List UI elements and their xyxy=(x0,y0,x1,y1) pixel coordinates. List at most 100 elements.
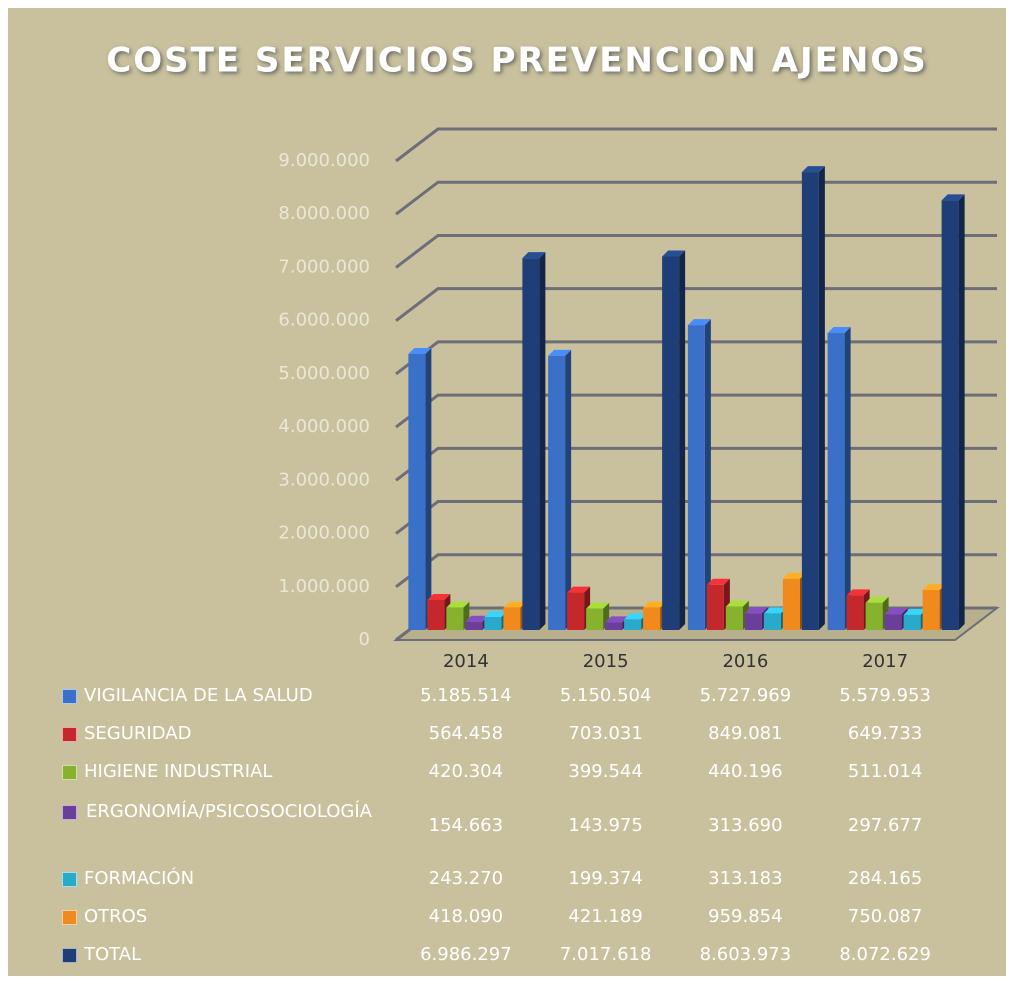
value-label: 6.986.297 xyxy=(420,944,512,965)
bar-top xyxy=(903,608,927,615)
value-label: 284.165 xyxy=(847,868,923,889)
bar-top xyxy=(586,602,610,609)
value-label: 8.603.973 xyxy=(699,944,792,965)
legend-label: HIGIENE INDUSTRIAL xyxy=(84,761,273,782)
bar xyxy=(903,614,921,630)
bar xyxy=(865,602,883,630)
bar-top xyxy=(643,601,667,608)
bar xyxy=(662,256,680,630)
bar-side xyxy=(818,166,825,630)
bar xyxy=(941,200,959,630)
bar-top xyxy=(725,600,749,607)
bar-top xyxy=(446,601,470,608)
value-label: 243.270 xyxy=(428,868,504,889)
grid-line xyxy=(395,233,997,269)
bar-top xyxy=(782,572,806,579)
bar-top xyxy=(662,250,686,257)
value-label: 849.081 xyxy=(708,723,783,744)
y-tick-label: 9.000.000 xyxy=(278,150,370,171)
value-label: 5.727.969 xyxy=(699,685,792,706)
value-label: 440.196 xyxy=(708,761,783,782)
value-label: 418.090 xyxy=(428,906,504,927)
bar-side xyxy=(565,349,572,630)
y-tick-label: 4.000.000 xyxy=(278,416,370,437)
value-label: 750.087 xyxy=(847,906,923,927)
bar xyxy=(427,599,445,630)
x-tick-label: 2015 xyxy=(583,651,629,672)
legend-label: TOTAL xyxy=(84,944,142,965)
y-tick-label: 0 xyxy=(359,629,370,650)
bar xyxy=(548,355,566,630)
value-label: 154.663 xyxy=(428,815,504,836)
grid-line xyxy=(395,287,997,322)
bar-top xyxy=(522,252,546,259)
bar xyxy=(484,617,502,630)
value-label: 420.304 xyxy=(428,761,504,782)
bar xyxy=(446,607,464,630)
bar-top xyxy=(484,611,508,618)
value-label: 199.374 xyxy=(568,868,643,889)
y-tick-label: 8.000.000 xyxy=(278,203,370,224)
bar-side xyxy=(425,348,432,630)
value-label: 8.072.629 xyxy=(839,944,931,965)
value-label: 5.185.514 xyxy=(420,685,512,706)
value-label: 7.017.618 xyxy=(559,944,652,965)
bar xyxy=(725,606,743,630)
y-tick-label: 2.000.000 xyxy=(278,523,370,544)
legend-marker xyxy=(62,872,77,887)
x-tick-label: 2014 xyxy=(443,651,489,672)
value-label: 297.677 xyxy=(847,815,923,836)
bar-side xyxy=(679,250,686,630)
value-label: 421.189 xyxy=(568,906,643,927)
bar-top xyxy=(427,593,451,600)
legend-marker xyxy=(62,805,77,820)
x-tick-label: 2017 xyxy=(862,651,908,672)
bar xyxy=(801,172,819,630)
bar xyxy=(782,578,800,630)
bar xyxy=(884,614,902,630)
bar xyxy=(503,607,521,630)
grid-line xyxy=(395,180,997,216)
y-tick-label: 5.000.000 xyxy=(278,363,370,384)
bar-top xyxy=(846,589,870,596)
bar xyxy=(408,354,426,630)
value-label: 399.544 xyxy=(568,761,643,782)
legend-marker xyxy=(62,910,77,925)
bar xyxy=(624,619,642,630)
bar-top xyxy=(827,327,851,334)
bar xyxy=(643,607,661,630)
bar-side xyxy=(844,327,851,630)
bar-top xyxy=(744,607,768,614)
legend-label: SEGURIDAD xyxy=(84,723,192,744)
value-label: 703.031 xyxy=(568,723,643,744)
bar-top xyxy=(503,601,527,608)
bar xyxy=(846,595,864,630)
bar-top xyxy=(605,616,629,623)
bar-top xyxy=(687,319,711,326)
bar-side xyxy=(958,194,965,630)
value-label: 143.975 xyxy=(568,815,643,836)
bar xyxy=(465,621,483,630)
legend-label: OTROS xyxy=(84,906,148,927)
legend-marker xyxy=(62,765,77,780)
y-tick-label: 3.000.000 xyxy=(278,469,370,490)
legend-marker xyxy=(62,948,77,963)
bar-top xyxy=(801,166,825,173)
legend-label: VIGILANCIA DE LA SALUD xyxy=(84,685,313,706)
value-label: 649.733 xyxy=(847,723,923,744)
legend-marker xyxy=(62,689,77,704)
y-tick-label: 7.000.000 xyxy=(278,256,370,277)
bar xyxy=(763,613,781,630)
bar-top xyxy=(884,608,908,615)
value-label: 5.579.953 xyxy=(839,685,931,706)
bar-top xyxy=(763,607,787,614)
x-tick-label: 2016 xyxy=(722,651,768,672)
bar-top xyxy=(567,586,591,593)
bar-top xyxy=(922,584,946,591)
value-label: 313.183 xyxy=(708,868,783,889)
bar xyxy=(922,590,940,630)
bar xyxy=(744,613,762,630)
legend-label: ERGONOMÍA/PSICOSOCIOLOGÍA xyxy=(86,801,372,822)
